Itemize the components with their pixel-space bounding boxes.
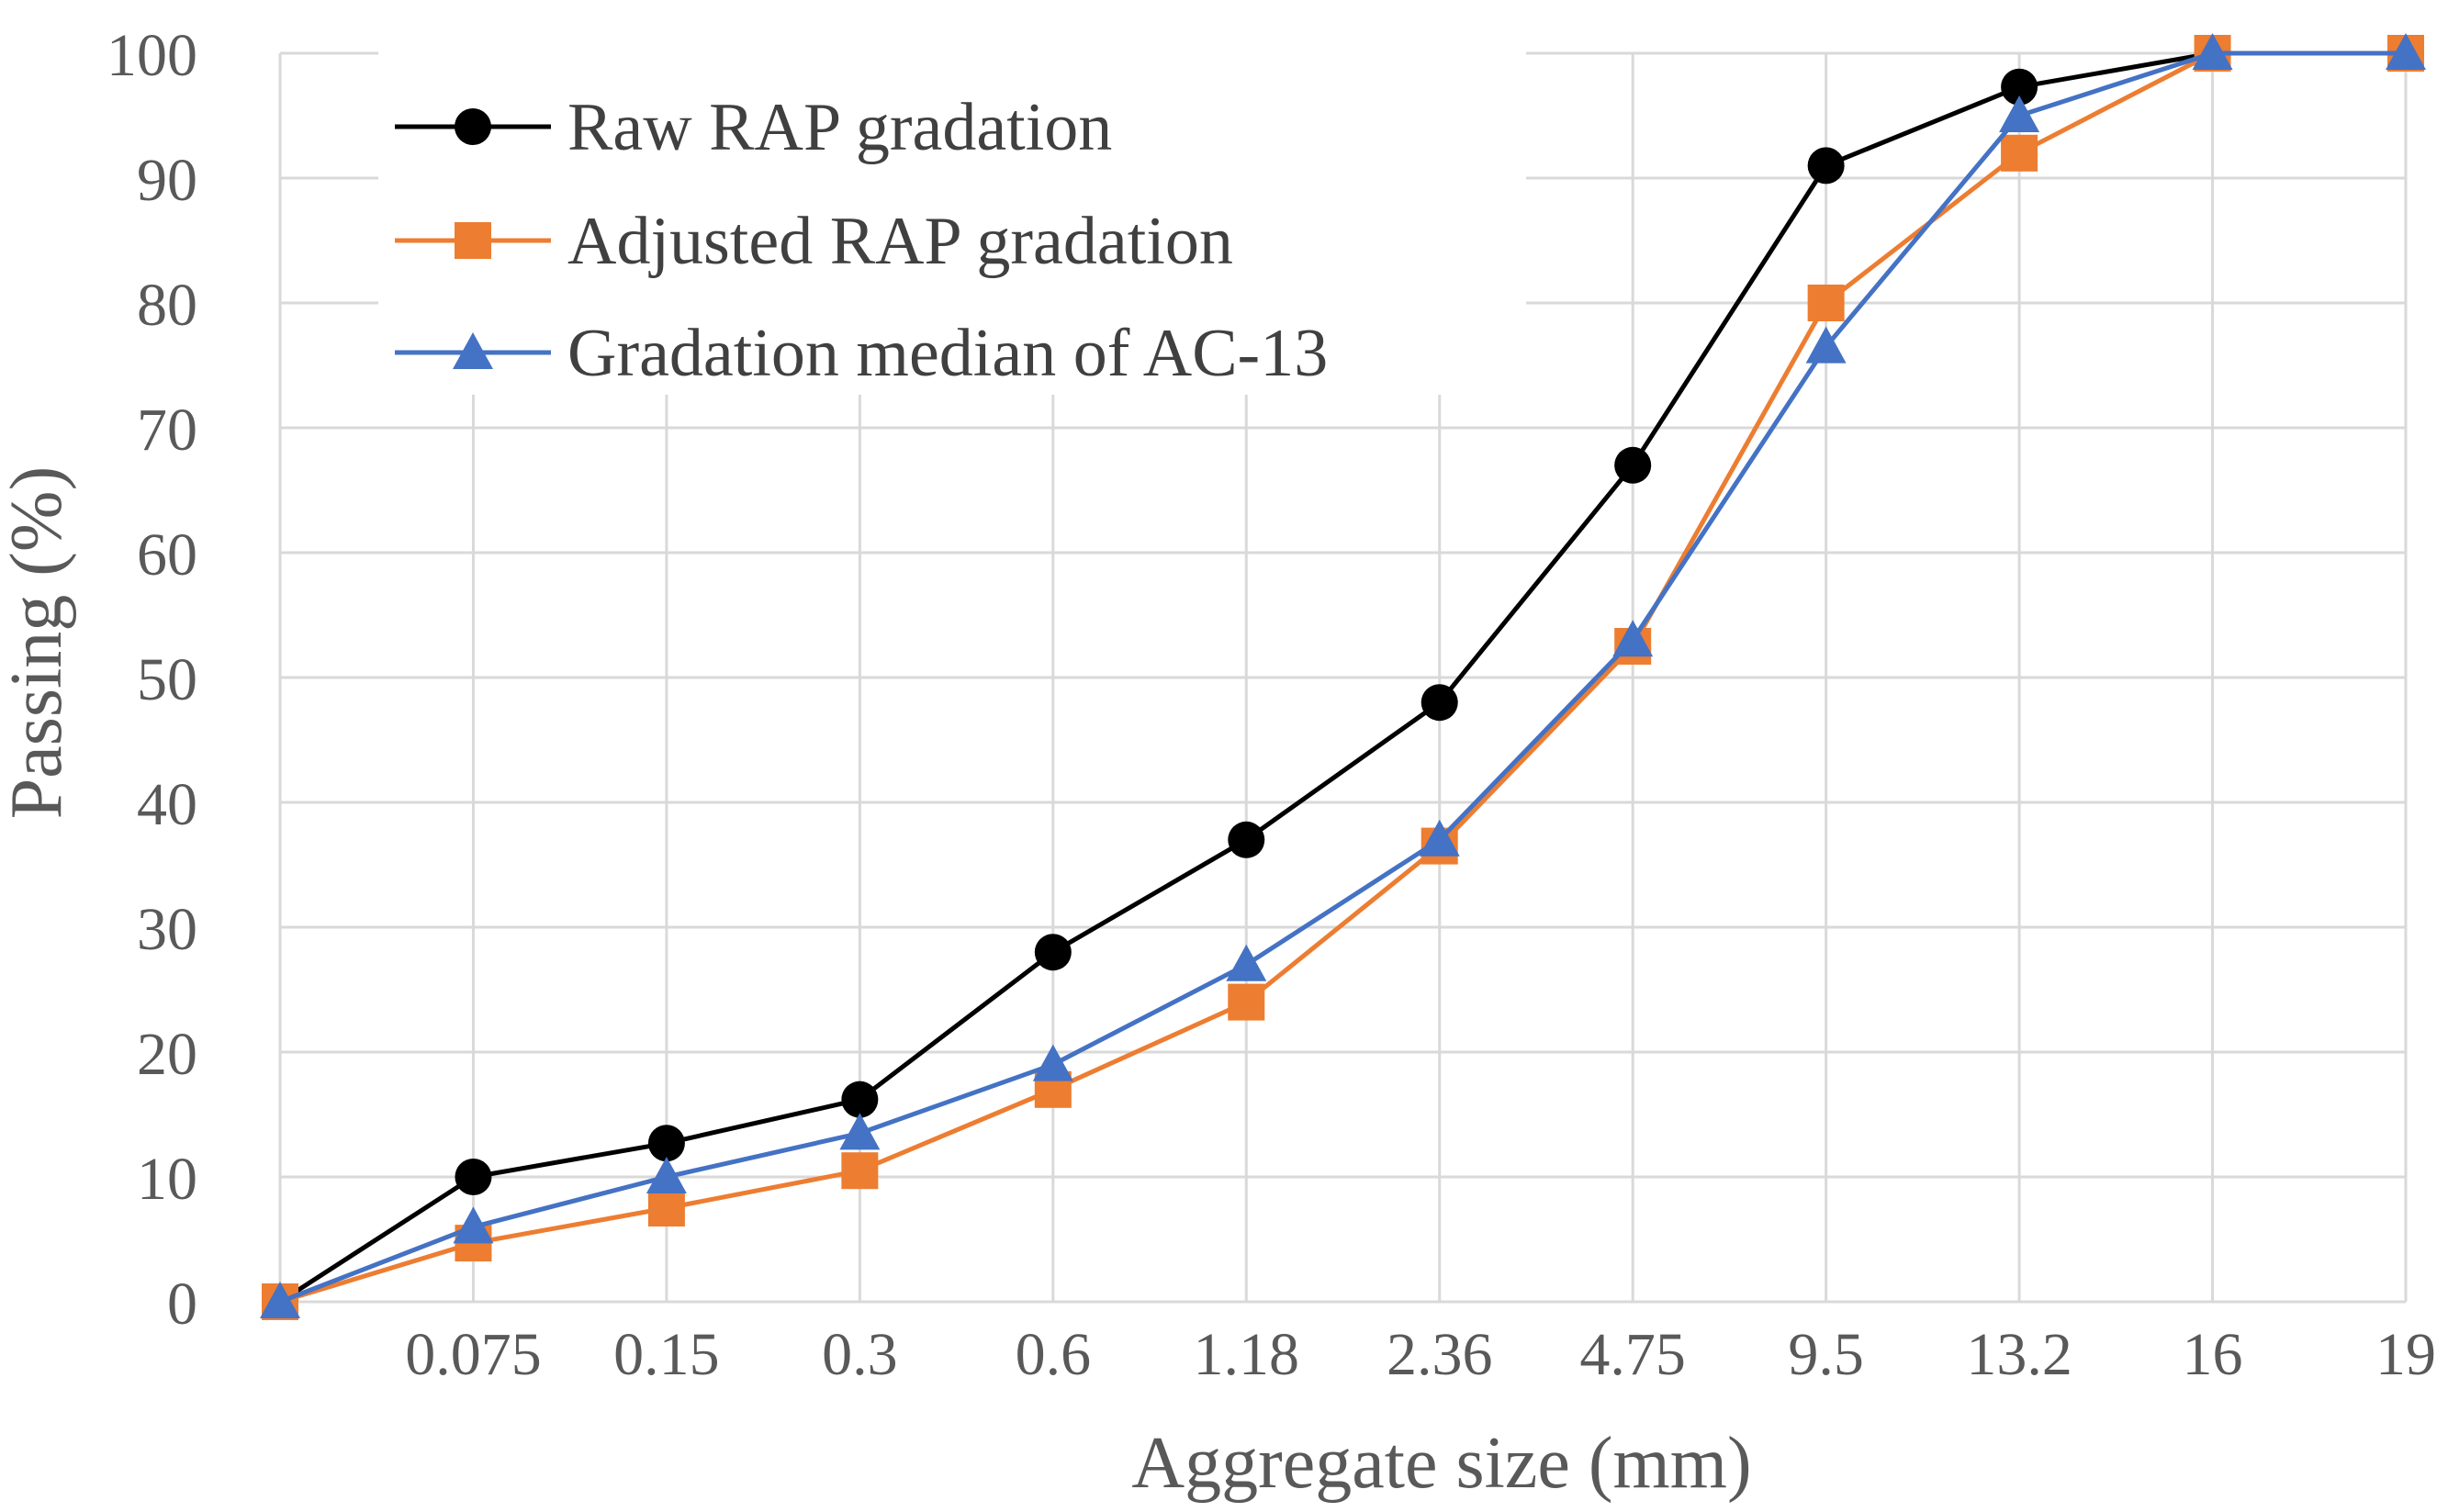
series-line: [279, 50, 2406, 1305]
x-tick-label: 9.5: [1788, 1321, 1864, 1388]
data-point: [260, 1282, 300, 1318]
data-point: [1032, 1044, 1073, 1081]
x-tick-label: 0.3: [822, 1321, 898, 1388]
y-axis-title: Passing (%): [0, 466, 77, 819]
y-tick-label: 40: [137, 771, 197, 838]
data-point: [1228, 821, 1265, 858]
series-0: [262, 35, 2424, 1320]
x-tick-label: 4.75: [1579, 1321, 1686, 1388]
legend-marker-adjusted: [455, 222, 491, 259]
data-point: [1807, 147, 1845, 185]
legend-box: [378, 37, 1526, 395]
axes: 0 10 20 30 40 50 60 70 80 90 100 0.075 0.15 0.3 0.6 1.1…: [107, 22, 2436, 1388]
legend-label-raw: Raw RAP gradation: [567, 90, 1112, 165]
legend-item-raw: Raw RAP gradation: [395, 90, 1112, 165]
x-tick-label: 0.6: [1016, 1321, 1092, 1388]
data-point: [2192, 33, 2233, 70]
y-tick-label: 90: [137, 147, 197, 214]
y-tick-label: 70: [137, 397, 197, 464]
data-point: [1421, 684, 1458, 722]
series-line: [278, 50, 2406, 1305]
x-tick-label: 19: [2375, 1321, 2436, 1388]
x-tick-label: 0.15: [613, 1321, 720, 1388]
x-tick-label: 16: [2183, 1321, 2243, 1388]
data-point: [1228, 983, 1265, 1021]
x-tick-label: 13.2: [1966, 1321, 2072, 1388]
series-2: [260, 33, 2426, 1318]
data-point: [1999, 95, 2040, 132]
data-point: [1034, 934, 1072, 971]
x-axis-title: Aggregate size (mm): [1131, 1423, 1751, 1504]
data-point: [1419, 819, 1460, 857]
data-point: [1226, 944, 1267, 981]
x-tick-label: 2.36: [1387, 1321, 1493, 1388]
y-tick-label: 50: [137, 646, 197, 713]
legend-label-adjusted: Adjusted RAP gradation: [567, 204, 1233, 279]
data-point: [839, 1113, 881, 1150]
data-point: [841, 1152, 879, 1190]
legend-item-adjusted: Adjusted RAP gradation: [395, 204, 1233, 279]
y-tick-label: 30: [137, 896, 197, 963]
data-point: [2386, 33, 2426, 70]
series-line: [279, 50, 2406, 1305]
x-tick-label: 0.075: [405, 1321, 542, 1388]
legend-item-median: Gradation median of AC-13: [395, 316, 1328, 391]
y-tick-label: 60: [137, 521, 197, 588]
x-tick-label: 1.18: [1194, 1321, 1300, 1388]
data-point: [1805, 326, 1847, 364]
y-tick-label: 20: [137, 1021, 197, 1088]
data-point: [646, 1157, 687, 1193]
data-point: [1614, 446, 1652, 484]
series-lines: [260, 33, 2426, 1320]
legend-marker-raw: [455, 108, 491, 145]
y-tick-label: 80: [137, 272, 197, 339]
y-tick-label: 100: [107, 22, 197, 89]
data-point: [2001, 68, 2038, 106]
legend: Raw RAP gradation Adjusted RAP gradation…: [395, 90, 1328, 391]
y-tick-label: 10: [137, 1146, 197, 1213]
data-point: [841, 1081, 879, 1118]
data-point: [455, 1159, 492, 1195]
legend-label-median: Gradation median of AC-13: [567, 316, 1328, 391]
data-point: [453, 1206, 494, 1244]
data-point: [2001, 134, 2038, 172]
legend-marker-median: [453, 332, 493, 369]
data-point: [647, 1190, 685, 1226]
data-point: [647, 1125, 685, 1162]
y-tick-label: 0: [167, 1271, 197, 1338]
data-point: [1612, 620, 1654, 657]
data-point: [1807, 285, 1845, 321]
